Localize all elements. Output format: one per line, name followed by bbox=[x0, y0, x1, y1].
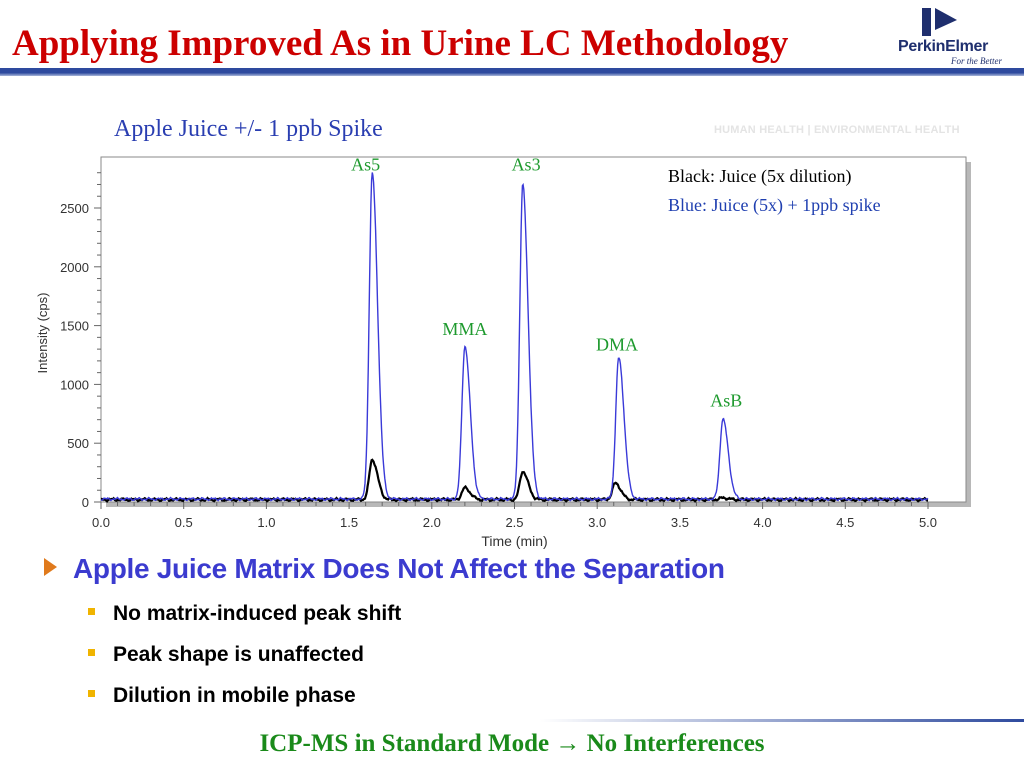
x-tick-label: 1.5 bbox=[340, 515, 358, 530]
legend-entry-spiked: Blue: Juice (5x) + 1ppb spike bbox=[668, 195, 881, 216]
peak-label: As3 bbox=[512, 154, 541, 174]
square-bullet-icon bbox=[88, 690, 95, 697]
brand-logo: PerkinElmer For the Better bbox=[895, 6, 1015, 66]
chromatogram-chart: 0.0 0.5 1.0 1.5 2.0 2.5 3.0 3.5 4.0 4.5 5.0 0 500 100… bbox=[35, 154, 971, 549]
sub-bullet-text: No matrix-induced peak shift bbox=[113, 602, 402, 625]
sub-bullet: Dilution in mobile phase bbox=[88, 684, 356, 708]
peak-label: As5 bbox=[351, 154, 380, 174]
y-tick-label: 2500 bbox=[60, 201, 89, 216]
y-tick-label: 1500 bbox=[60, 319, 89, 334]
footer-note: ICP-MS in Standard Mode → No Interferenc… bbox=[0, 730, 1024, 758]
legend-entry-juice: Black: Juice (5x dilution) bbox=[668, 166, 851, 187]
brand-logo-icon bbox=[922, 8, 957, 36]
y-tick-label: 500 bbox=[67, 436, 89, 451]
x-tick-label: 1.0 bbox=[257, 515, 275, 530]
sub-bullet: No matrix-induced peak shift bbox=[88, 602, 401, 626]
x-tick-label: 3.0 bbox=[588, 515, 606, 530]
company-tagline: HUMAN HEALTH | ENVIRONMENTAL HEALTH bbox=[714, 124, 960, 136]
brand-tagline: For the Better bbox=[951, 56, 1002, 66]
chart-title: Apple Juice +/- 1 ppb Spike bbox=[114, 116, 383, 142]
sub-bullet: Peak shape is unaffected bbox=[88, 643, 364, 667]
x-tick-label: 2.5 bbox=[505, 515, 523, 530]
series-line-spiked bbox=[100, 172, 929, 502]
arrow-bullet-icon bbox=[44, 558, 57, 576]
peak-label: MMA bbox=[442, 319, 487, 339]
square-bullet-icon bbox=[88, 649, 95, 656]
y-tick-label: 1000 bbox=[60, 377, 89, 392]
y-axis-label: Intensity (cps) bbox=[35, 293, 50, 374]
sub-bullet-text: Dilution in mobile phase bbox=[113, 684, 356, 707]
x-tick-label: 4.5 bbox=[836, 515, 854, 530]
x-tick-label: 3.5 bbox=[671, 515, 689, 530]
y-tick-label: 2000 bbox=[60, 260, 89, 275]
slide-title: Applying Improved As in Urine LC Methodo… bbox=[12, 23, 789, 64]
x-tick-label: 0.5 bbox=[175, 515, 193, 530]
x-tick-label: 4.0 bbox=[754, 515, 772, 530]
x-tick-label: 0.0 bbox=[92, 515, 110, 530]
right-arrow-icon: → bbox=[555, 730, 581, 757]
square-bullet-icon bbox=[88, 608, 95, 615]
footer-divider bbox=[540, 719, 1024, 722]
x-axis-label: Time (min) bbox=[481, 533, 547, 549]
x-tick-label: 5.0 bbox=[919, 515, 937, 530]
brand-name: PerkinElmer bbox=[898, 38, 989, 55]
x-tick-label: 2.0 bbox=[423, 515, 441, 530]
plot-frame bbox=[100, 156, 967, 503]
peak-label: DMA bbox=[596, 334, 638, 354]
sub-bullet-text: Peak shape is unaffected bbox=[113, 643, 364, 666]
title-underline-bar bbox=[0, 68, 1024, 76]
y-tick-label: 0 bbox=[82, 495, 89, 510]
peak-label: AsB bbox=[710, 391, 742, 411]
main-bullet-text: Apple Juice Matrix Does Not Affect the S… bbox=[73, 553, 725, 584]
main-bullet: Apple Juice Matrix Does Not Affect the S… bbox=[44, 553, 725, 585]
footer-text-right: No Interferences bbox=[586, 730, 765, 757]
footer-text-left: ICP-MS in Standard Mode bbox=[259, 730, 550, 757]
